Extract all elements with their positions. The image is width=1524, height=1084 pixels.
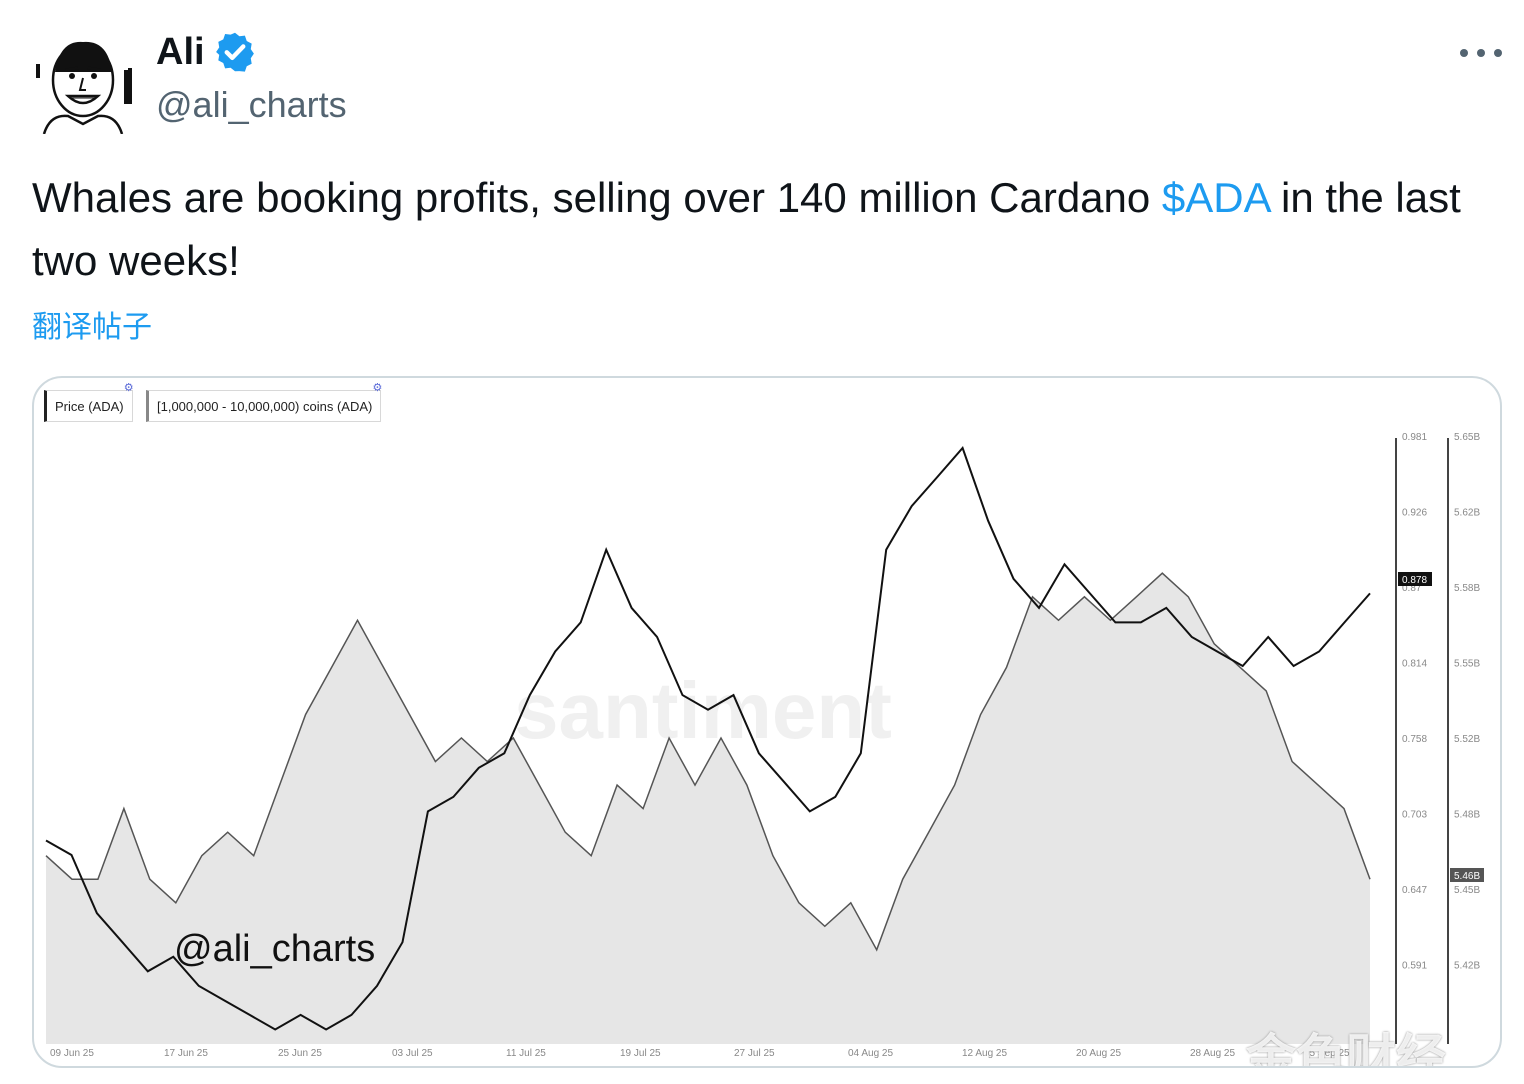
avatar-illustration-icon — [36, 41, 132, 135]
holdings-tick-label: 5.45B — [1454, 885, 1480, 896]
author-name-row[interactable]: Ali — [156, 30, 257, 74]
x-tick-label: 09 Jun 25 — [50, 1048, 94, 1059]
holdings-tick-label: 5.52B — [1454, 734, 1480, 745]
holdings-tick-label: 5.55B — [1454, 659, 1480, 670]
price-tick-label: 0.591 — [1402, 961, 1427, 972]
author-name[interactable]: Ali — [156, 30, 205, 73]
x-tick-label: 27 Jul 25 — [734, 1048, 775, 1059]
holdings-area — [46, 573, 1370, 1044]
x-tick-label: 05 Sep 25 — [1304, 1048, 1350, 1059]
x-tick-label: 03 Jul 25 — [392, 1048, 433, 1059]
holdings-tick-label: 5.48B — [1454, 810, 1480, 821]
x-tick-label: 20 Aug 25 — [1076, 1048, 1121, 1059]
settings-gear-icon[interactable]: ⚙ — [372, 382, 383, 394]
x-tick-label: 19 Jul 25 — [620, 1048, 661, 1059]
holdings-tick-label: 5.62B — [1454, 508, 1480, 519]
santiment-watermark: santiment — [514, 666, 892, 755]
price-tick-label: 0.926 — [1402, 508, 1427, 519]
handle-watermark: @ali_charts — [174, 928, 376, 970]
price-tick-label: 0.647 — [1402, 885, 1427, 896]
price-tick-label: 0.87 — [1402, 583, 1422, 594]
x-tick-label: 11 Jul 25 — [506, 1048, 546, 1059]
holdings-series-line — [45, 572, 1371, 952]
x-tick-label: 28 Aug 25 — [1190, 1048, 1235, 1059]
holdings-current-tag — [1450, 868, 1484, 882]
holdings-tick-label: 5.58B — [1454, 583, 1480, 594]
price-tick-label: 0.814 — [1402, 659, 1427, 670]
corner-logo-watermark: 金色财经 — [1246, 1029, 1446, 1068]
holdings-tick-label: 5.65B — [1454, 432, 1480, 443]
x-tick-label: 17 Jun 25 — [164, 1048, 208, 1059]
legend-holdings[interactable]: [1,000,000 - 10,000,000) coins (ADA) ⚙ — [146, 382, 382, 422]
tweet-text-before: Whales are booking profits, selling over… — [32, 174, 1162, 221]
more-options-icon[interactable] — [1456, 38, 1506, 68]
x-tick-label: 25 Jun 25 — [278, 1048, 322, 1059]
price-current-tag — [1398, 572, 1432, 586]
price-tick-label: 0.981 — [1402, 432, 1427, 443]
tweet-text-after: in the last two weeks! — [32, 174, 1461, 284]
price-current-label: 0.878 — [1402, 575, 1427, 586]
tweet-media-chart[interactable]: santiment 0.981 0.926 0.87 0.814 0.758 0.703 0.… — [32, 376, 1502, 1068]
price-series-line — [45, 446, 1371, 1031]
legend-holdings-label: [1,000,000 - 10,000,000) coins (ADA) — [157, 398, 373, 414]
holdings-current-label: 5.46B — [1454, 871, 1480, 882]
legend-price-label: Price (ADA) — [55, 398, 124, 414]
chart-svg: santiment 0.981 0.926 0.87 0.814 0.758 0.703 0.… — [45, 432, 1484, 1059]
price-tick-label: 0.758 — [1402, 734, 1427, 745]
avatar[interactable] — [30, 34, 136, 135]
tweet-text: Whales are booking profits, selling over… — [32, 166, 1502, 292]
cashtag-link[interactable]: $ADA — [1161, 174, 1270, 221]
legend-price[interactable]: Price (ADA) ⚙ — [44, 382, 134, 422]
price-tick-label: 0.703 — [1402, 810, 1427, 821]
translate-post-link[interactable]: 翻译帖子 — [32, 310, 152, 345]
author-handle[interactable]: @ali_charts — [156, 84, 347, 125]
holdings-tick-label: 5.42B — [1454, 961, 1480, 972]
x-tick-label: 04 Aug 25 — [848, 1048, 893, 1059]
verified-badge-icon — [215, 32, 254, 72]
settings-gear-icon[interactable]: ⚙ — [123, 382, 134, 394]
x-tick-label: 12 Aug 25 — [962, 1048, 1007, 1059]
